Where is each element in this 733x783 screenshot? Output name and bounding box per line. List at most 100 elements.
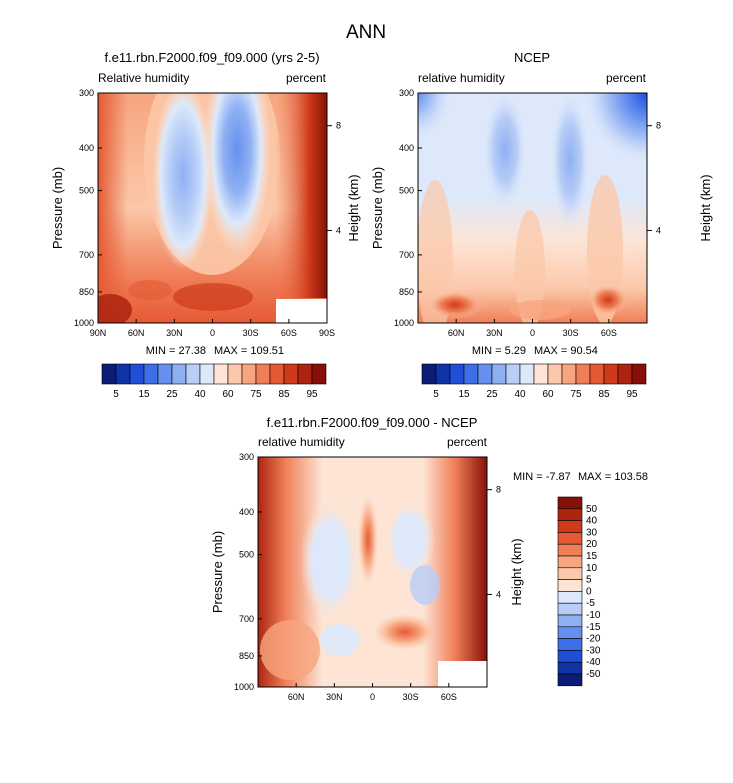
colorbar-label: 30	[586, 527, 598, 538]
y-tick-label: 850	[399, 287, 414, 297]
right-axis-label: Height (km)	[698, 174, 713, 241]
colorbar-label: 25	[166, 389, 178, 400]
colorbar-swatch	[557, 579, 583, 592]
contour-field	[418, 93, 647, 323]
colorbar-swatch	[435, 363, 451, 385]
x-tick-label: 60N	[448, 328, 465, 338]
right-tick-label: 8	[496, 485, 501, 495]
colorbar-swatch	[491, 363, 507, 385]
colorbar-label: -40	[586, 657, 601, 668]
panel-title: NCEP	[514, 50, 550, 65]
panel-title: f.e11.rbn.F2000.f09_f09.000 (yrs 2-5)	[104, 50, 319, 65]
colorbar-label: 95	[626, 389, 638, 400]
panel-right-subtitle: percent	[447, 435, 488, 449]
y-tick-label: 850	[79, 287, 94, 297]
colorbar-swatch	[463, 363, 479, 385]
panel-left-subtitle: relative humidity	[258, 435, 345, 449]
x-tick-label: 30N	[166, 328, 183, 338]
y-tick-label: 400	[399, 143, 414, 153]
x-tick-label: 60N	[288, 692, 305, 702]
y-tick-label: 1000	[234, 682, 254, 692]
x-tick-label: 60S	[281, 328, 297, 338]
colorbar-label: 5	[433, 389, 439, 400]
colorbar-swatch	[143, 363, 159, 385]
panel-right-subtitle: percent	[606, 71, 647, 85]
colorbar-swatch	[199, 363, 215, 385]
colorbar-swatch	[557, 602, 583, 616]
colorbar-swatch	[557, 626, 583, 639]
colorbar-swatch	[557, 496, 583, 510]
y-tick-label: 500	[79, 186, 94, 196]
colorbar-swatch	[561, 363, 577, 385]
colorbar-swatch	[557, 508, 583, 521]
colorbar-swatch	[157, 363, 173, 385]
figure-title: ANN	[346, 22, 386, 43]
x-tick-label: 0	[370, 692, 375, 702]
colorbar-swatch	[547, 363, 563, 385]
max-label: MAX = 109.51	[214, 345, 284, 357]
colorbar: 5 15 25 40 60 75 85 95	[421, 363, 647, 400]
colorbar-swatch	[519, 363, 535, 385]
colorbar-label: 20	[586, 539, 598, 550]
y-tick-label: 400	[239, 507, 254, 517]
max-label: MAX = 103.58	[578, 471, 648, 483]
colorbar-swatch	[557, 555, 583, 569]
x-tick-labels: 90N 60N 30N 0 30S 60S 90S 300 400 500 700 850 1000 8 4	[74, 88, 341, 338]
min-label: MIN = 5.29	[472, 345, 526, 357]
colorbar-swatch	[213, 363, 229, 385]
right-tick-label: 8	[656, 121, 661, 131]
right-tick-label: 4	[336, 225, 341, 235]
colorbar-swatch	[227, 363, 243, 385]
colorbar-swatch	[533, 363, 549, 385]
colorbar-swatch	[589, 363, 605, 385]
colorbar-label: 85	[278, 389, 290, 400]
colorbar-label: 60	[222, 389, 234, 400]
colorbar-label: -30	[586, 645, 601, 656]
y-axis-label: Pressure (mb)	[370, 167, 385, 249]
panel-title: f.e11.rbn.F2000.f09_f09.000 - NCEP	[267, 415, 478, 430]
y-tick-label: 500	[239, 550, 254, 560]
x-tick-label: 90N	[90, 328, 107, 338]
y-axis-label: Pressure (mb)	[50, 167, 65, 249]
colorbar-label: 50	[586, 504, 598, 515]
x-tick-label: 0	[210, 328, 215, 338]
colorbar-swatch	[297, 363, 313, 385]
panel-left-subtitle: relative humidity	[418, 71, 505, 85]
colorbar-label: 75	[570, 389, 582, 400]
colorbar-label: 95	[306, 389, 318, 400]
colorbar-swatch	[311, 363, 327, 385]
colorbar-swatch	[557, 591, 583, 604]
colorbar-swatch	[129, 363, 145, 385]
colorbar-swatch	[185, 363, 201, 385]
colorbar-label: 40	[194, 389, 206, 400]
colorbar-label: 25	[486, 389, 498, 400]
y-tick-label: 300	[239, 452, 254, 462]
colorbar-label: 5	[586, 575, 592, 586]
colorbar-label: 40	[514, 389, 526, 400]
x-tick-labels: 60N 30N 0 30S 60S 300 400 500 700 850 1000 8 4	[234, 452, 501, 702]
colorbar-swatch	[603, 363, 619, 385]
y-tick-label: 1000	[74, 318, 94, 328]
right-axis-label: Height (km)	[346, 174, 361, 241]
colorbar-swatch	[557, 532, 583, 545]
colorbar-label: 0	[586, 586, 592, 597]
max-label: MAX = 90.54	[534, 345, 598, 357]
colorbar-label: -20	[586, 634, 601, 645]
colorbar-label: 5	[113, 389, 119, 400]
colorbar-swatch	[557, 567, 583, 580]
right-tick-label: 8	[336, 121, 341, 131]
colorbar-swatch	[241, 363, 257, 385]
panel-difference: f.e11.rbn.F2000.f09_f09.000 - NCEP relat…	[210, 415, 648, 702]
colorbar-label: 40	[586, 516, 598, 527]
colorbar-swatch	[255, 363, 271, 385]
colorbar-swatch	[269, 363, 285, 385]
colorbar-swatch	[557, 673, 583, 687]
x-tick-labels: 60N 30N 0 30S 60S 300 400 500 700 850 1000 8 4	[394, 88, 661, 338]
x-tick-label: 60N	[128, 328, 145, 338]
colorbar-swatch	[283, 363, 299, 385]
colorbar: 5 15 25 40 60 75 85 95	[101, 363, 327, 400]
x-tick-label: 0	[530, 328, 535, 338]
right-tick-label: 4	[656, 225, 661, 235]
min-label: MIN = 27.38	[146, 345, 206, 357]
